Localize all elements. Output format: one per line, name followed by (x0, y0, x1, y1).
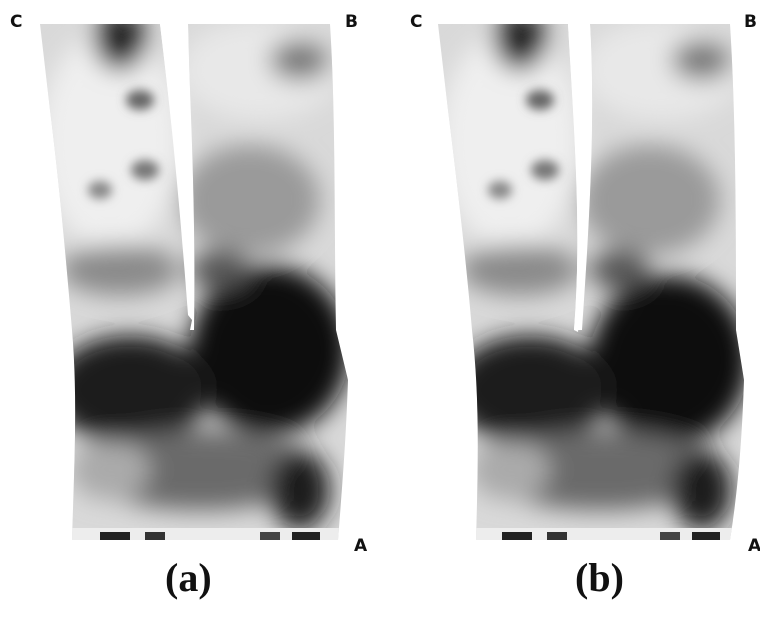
corner-label-b: B (744, 12, 757, 32)
intensity-map-a (40, 24, 348, 540)
panel-caption-b: (b) (575, 555, 624, 600)
panel-a: C B A (a) (10, 12, 368, 600)
intensity-map-b (438, 24, 744, 540)
corner-label-c: C (10, 12, 23, 32)
corner-label-a: A (748, 536, 760, 556)
panel-b: C B A (b) (392, 0, 760, 619)
corner-label-c: C (410, 12, 423, 32)
panel-caption-a: (a) (165, 555, 212, 600)
corner-label-b: B (345, 12, 358, 32)
corner-label-a: A (354, 536, 368, 556)
